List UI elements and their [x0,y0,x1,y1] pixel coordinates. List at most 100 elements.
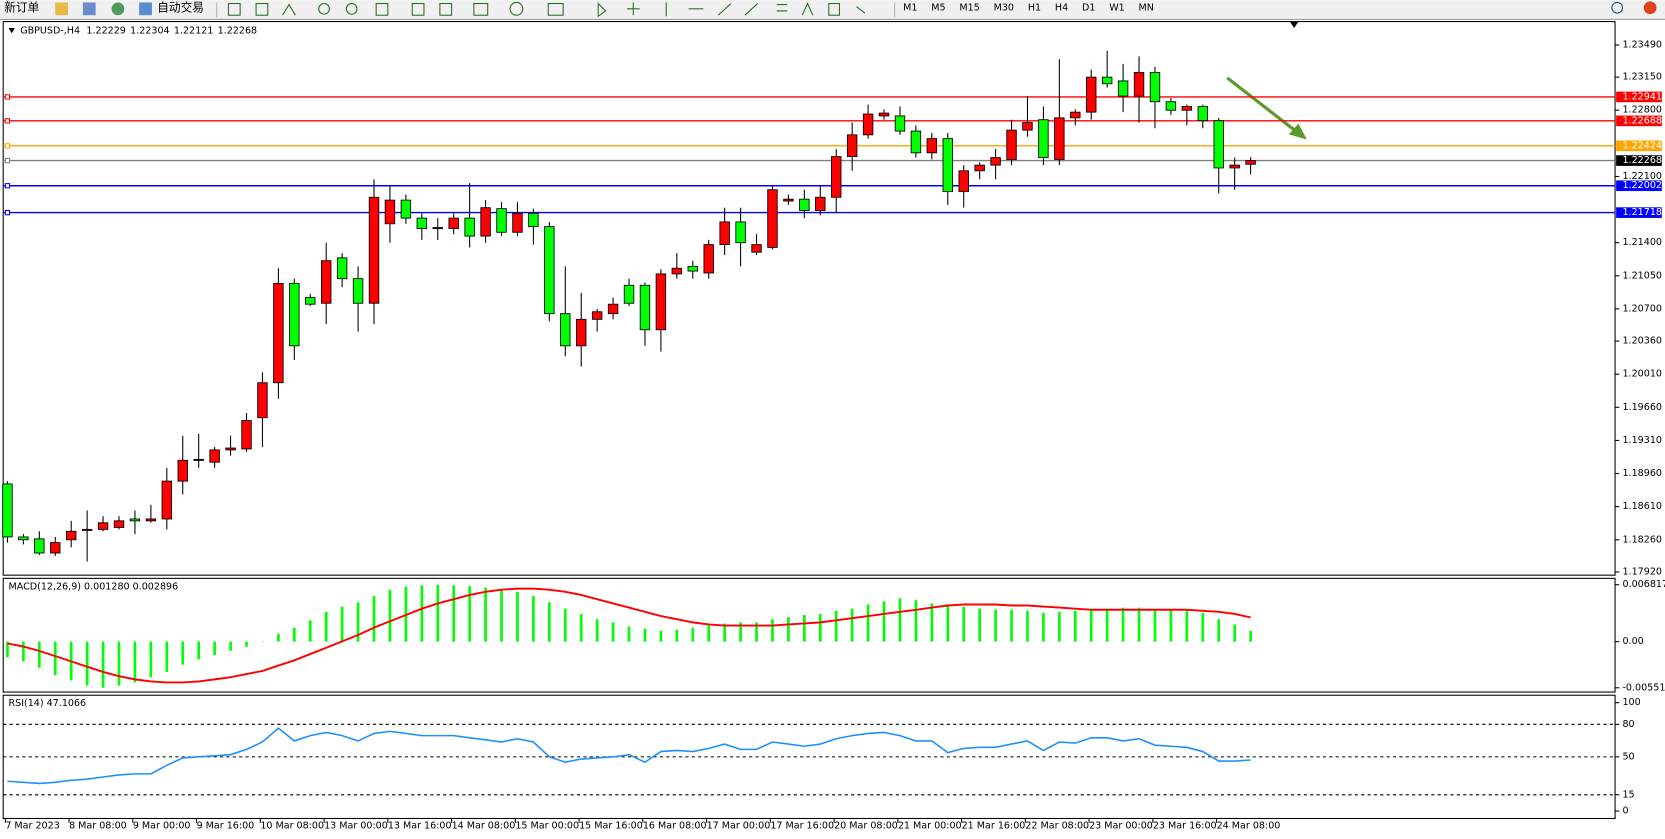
alert-icon[interactable] [1643,1,1657,15]
candle-body [512,212,523,233]
y-tick-label: 1.18260 [1622,534,1661,545]
level-handle [4,209,11,216]
auto-trading-icon[interactable] [139,2,152,16]
timeframe-button[interactable]: W1 [1109,2,1125,13]
candle-body [225,447,236,451]
candle-body [767,189,778,248]
x-tick-label: 21 Mar 00:00 [898,820,962,831]
candle-body [544,226,555,315]
candle-body [368,196,380,304]
timeframe-button[interactable]: M30 [994,2,1014,13]
y-tick-label: 1.18610 [1622,501,1661,512]
x-tick-label: 21 Mar 16:00 [962,820,1026,831]
timeframe-button[interactable]: M15 [959,2,979,13]
candle-body [1117,80,1129,97]
icon[interactable] [55,2,69,16]
x-tick-label: 7 Mar 2023 [5,820,59,831]
y-tick-label: 1.20010 [1622,369,1661,380]
timeframe-button[interactable]: M1 [903,2,917,13]
candle-body [815,196,826,211]
candle-body [783,198,794,202]
candle-body [623,284,635,304]
candle-body [113,520,125,528]
timeframe-button[interactable]: D1 [1082,2,1095,13]
y-tick-label: 1.20700 [1622,303,1661,314]
candle-body [1229,164,1240,169]
tool-icons[interactable] [227,1,866,18]
candle-body [846,134,858,158]
level-handle [4,143,11,149]
candle-body [1038,119,1049,158]
macd-panel [2,577,1616,693]
candle-body [145,518,157,522]
candle-body [273,282,284,384]
panel-title: GBPUSD-,H4 [20,26,80,37]
x-tick-label: 24 Mar 08:00 [1217,820,1281,831]
main-panel [2,21,1616,576]
candle-body [671,267,683,275]
y-tick-label: 1.22100 [1622,171,1661,182]
candle-body [1197,106,1209,122]
level-label-bg [1616,180,1662,192]
auto-trading-button[interactable]: 自动交易 [157,0,204,14]
level-handle [4,94,11,100]
candle-body [591,311,603,320]
y-tick-label: -0.005518 [1622,682,1665,693]
y-tick-label: 80 [1622,719,1634,730]
candle-body [257,382,268,419]
level-label: 1.22688 [1622,115,1661,126]
symbol-menu-arrow [8,27,15,34]
candle-body [607,303,619,315]
level-label-bg [1616,207,1662,218]
candle-body [942,138,953,193]
candle-body [1006,129,1017,160]
candle-body [719,221,730,246]
candle-body [161,480,173,520]
icon[interactable] [111,2,125,16]
level-label: 1.22424 [1622,140,1661,151]
timeframe-button[interactable]: MN [1139,2,1154,13]
y-tick-label: 50 [1622,751,1634,762]
timeframe-button[interactable]: H1 [1028,2,1041,13]
candle-body [990,157,1001,166]
candle-body [209,449,220,463]
timeframe-button[interactable]: M5 [931,2,945,13]
candle-body [560,313,571,347]
candle-body [241,420,252,450]
y-tick-label: 1.19310 [1622,435,1661,446]
level-handle [4,183,11,189]
y-tick-label: 1.19660 [1622,402,1661,413]
x-tick-label: 10 Mar 08:00 [260,820,324,831]
timeframe-button[interactable]: H4 [1055,2,1068,13]
candle-body [687,265,698,272]
candle-body [1101,76,1113,85]
candle-body [703,244,714,274]
x-tick-label: 17 Mar 00:00 [707,820,771,831]
x-tick-label: 8 Mar 08:00 [69,820,127,831]
y-tick-label: 1.22800 [1622,105,1661,116]
candle-body [305,297,316,305]
icon[interactable] [82,2,96,16]
level-label: 1.21718 [1622,207,1661,218]
header-price: 1.22121 [174,26,213,37]
candle-body [655,273,667,331]
candle-body [177,459,188,482]
candle-body [799,198,810,211]
candle-body [336,257,348,280]
candle-body [974,164,985,172]
x-tick-label: 23 Mar 16:00 [1153,820,1217,831]
candle-body [18,536,29,541]
candle-body [1165,101,1177,111]
y-tick-label: 1.21400 [1622,237,1661,248]
header-price: 1.22268 [218,26,257,37]
x-tick-label: 22 Mar 08:00 [1025,820,1089,831]
y-tick-label: 1.21050 [1622,270,1661,281]
candle-body [1054,117,1065,160]
new-order-button[interactable]: 新订单 [4,0,39,14]
search-icon[interactable] [1611,1,1624,14]
y-tick-label: 1.17920 [1622,566,1661,577]
candle-body [34,538,45,554]
